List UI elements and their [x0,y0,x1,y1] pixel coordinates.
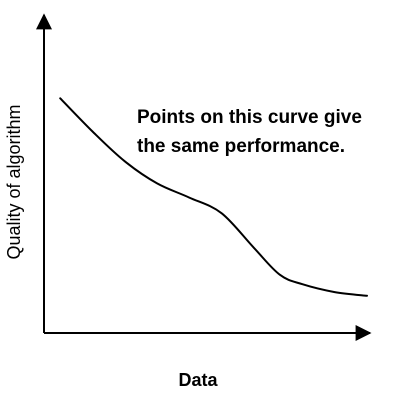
x-axis-label: Data [178,370,218,390]
y-axis-label: Quality of algorithm [4,104,24,259]
annotation-text: Points on this curve give the same perfo… [137,107,367,157]
annotation-line-1: Points on this curve give [137,107,362,128]
series-line [59,97,368,297]
annotation-line-2: the same performance. [137,136,345,157]
